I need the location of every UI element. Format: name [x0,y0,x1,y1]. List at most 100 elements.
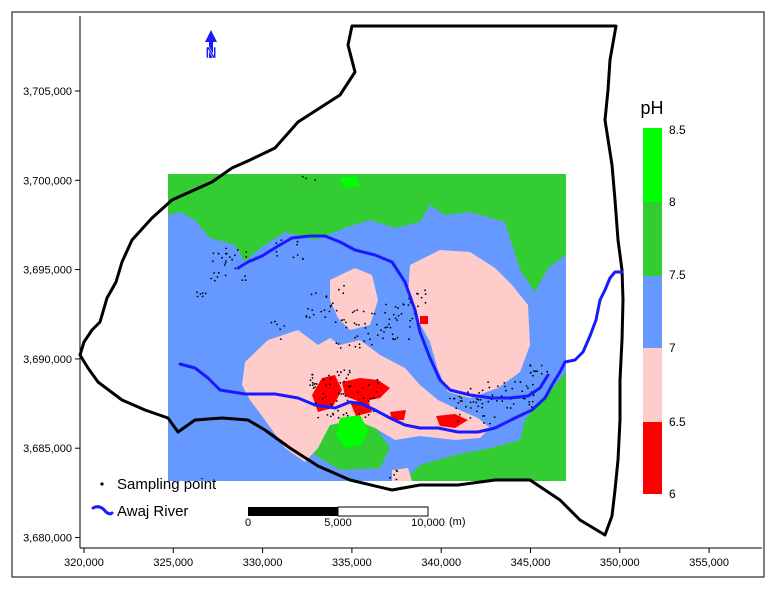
legend-class-label: 7.5 [669,268,686,282]
sampling-point [504,385,506,388]
sampling-point [491,394,494,396]
sampling-point [477,398,480,401]
sampling-point [276,323,278,326]
sampling-point [212,252,215,255]
sampling-point [312,387,315,389]
sampling-point [375,323,378,326]
sampling-point [367,414,370,416]
sampling-point [332,302,334,305]
legend-title: pH [640,98,663,118]
legend-class-label: 6 [669,487,676,501]
sampling-point [460,397,463,399]
sampling-point [337,409,339,412]
sampling-point [231,258,234,261]
sampling-point [361,387,364,389]
sampling-point [469,401,472,404]
sampling-point [296,254,299,256]
sampling-point [234,267,237,270]
sampling-point [201,295,204,298]
sampling-point [358,343,361,346]
sampling-point [335,400,338,402]
sampling-point [325,296,328,298]
sampling-point [338,374,340,377]
sampling-point [320,310,323,313]
sampling-point [348,385,351,388]
sampling-point [340,319,343,322]
sampling-point [383,331,385,333]
north-arrow-icon [205,30,217,42]
sampling-point [324,395,327,398]
sampling-point [324,316,327,318]
sampling-point [424,289,426,292]
sampling-point [532,394,535,397]
sampling-point [347,373,350,376]
sampling-point [371,343,373,346]
sampling-point [244,279,247,281]
sampling-point [367,383,370,386]
sampling-point [241,279,244,281]
ph-zone-6-6.5-d [390,410,406,420]
sampling-point [329,383,331,386]
sampling-point [459,400,462,402]
sampling-point [424,302,427,304]
sampling-point [519,381,522,384]
sampling-point [345,321,347,324]
sampling-point [337,416,340,419]
sampling-point [199,293,202,295]
sampling-point [367,332,370,335]
north-arrow: N [205,30,217,62]
sampling-point [394,338,397,341]
ph-zone-6-6.5-f [420,316,428,324]
sampling-point [229,256,231,258]
river-symbol [91,505,114,516]
sampling-point [528,403,531,406]
sampling-point [311,377,314,379]
sampling-point [396,336,399,339]
sampling-point [409,319,412,322]
sampling-point [397,307,399,309]
ph-zone-6.5-7-north [330,268,378,330]
ph-zone-7.5-8-southeast [404,372,566,481]
y-tick-label: 3,690,000 [23,354,72,366]
sampling-point [310,293,313,296]
sampling-point [396,470,399,472]
sampling-point [201,292,204,294]
sampling-point [211,260,214,263]
sampling-point [409,326,411,328]
sampling-point [342,292,345,295]
sampling-point [343,369,346,371]
river-label: Awaj River [117,503,188,520]
sampling-point [529,364,532,367]
sampling-point [458,395,461,398]
sampling-point [301,175,304,178]
sampling-point [244,275,247,278]
sampling-point [481,402,484,405]
x-tick-label: 335,000 [332,557,372,569]
sampling-point [354,336,356,339]
sampling-point [274,320,276,323]
sampling-point [358,412,361,415]
sampling-point [343,318,345,321]
legend-swatch-6.5-7 [643,348,662,422]
y-tick-label: 3,685,000 [23,443,72,455]
sampling-point [217,252,220,255]
sampling-point [536,370,538,373]
sampling-point [280,239,283,242]
sampling-point [376,334,379,336]
sampling-point [512,403,515,405]
scale-bar-segment-1 [248,507,338,516]
sampling-point [356,391,359,393]
sampling-point [314,402,317,404]
sampling-point [345,326,348,329]
sampling-point [353,310,356,312]
sampling-point [196,291,198,294]
sampling-point [380,329,382,332]
sampling-point [521,390,524,393]
sampling-point [384,311,386,314]
sampling-point [455,407,458,410]
sampling-point [213,272,216,274]
sampling-point [457,420,459,423]
sampling-point [465,405,467,408]
sampling-point [234,254,236,257]
sampling-point [329,378,332,380]
